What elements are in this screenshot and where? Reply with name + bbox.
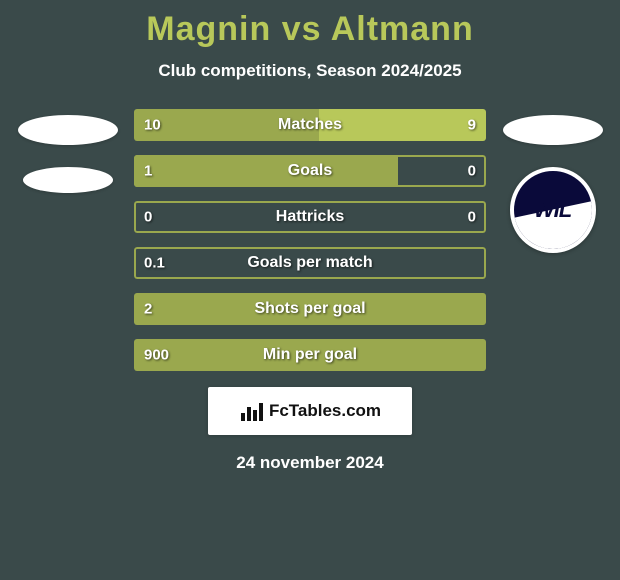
stat-value-left: 1	[144, 163, 152, 180]
stat-row: Shots per goal 2	[134, 293, 486, 325]
right-player-photo-placeholder	[503, 115, 603, 145]
stat-row: Goals per match 0.1	[134, 247, 486, 279]
stat-value-left: 2	[144, 301, 152, 318]
stat-value-right: 9	[468, 117, 476, 134]
date-label: 24 november 2024	[0, 453, 620, 473]
stat-bars: Matches109Goals10Hattricks00Goals per ma…	[134, 109, 486, 371]
stat-value-right: 0	[468, 163, 476, 180]
stat-value-left: 900	[144, 347, 169, 364]
right-club-badge-text: WIL	[534, 197, 571, 223]
stat-label: Min per goal	[263, 346, 357, 364]
stat-label: Hattricks	[276, 208, 344, 226]
stat-value-left: 0	[144, 209, 152, 226]
comparison-card: Magnin vs Altmann Club competitions, Sea…	[0, 0, 620, 580]
stat-label: Shots per goal	[254, 300, 365, 318]
stat-label: Goals	[288, 162, 332, 180]
stat-row: Hattricks 0 0	[134, 201, 486, 233]
left-player-col	[15, 109, 120, 215]
stat-label: Goals per match	[247, 254, 372, 272]
stat-value-left: 10	[144, 117, 161, 134]
source-badge-text: FcTables.com	[269, 401, 381, 421]
stat-row: Goals 1 0	[134, 155, 486, 187]
subtitle: Club competitions, Season 2024/2025	[0, 61, 620, 81]
source-badge: FcTables.com	[208, 387, 412, 435]
page-title: Magnin vs Altmann	[0, 10, 620, 49]
stat-value-left: 0.1	[144, 255, 165, 272]
left-club-badge-placeholder	[23, 167, 113, 193]
stat-row: Matches 10 9	[134, 109, 486, 141]
stat-label: Matches	[278, 116, 342, 134]
left-player-photo-placeholder	[18, 115, 118, 145]
chart-area: Matches109Goals10Hattricks00Goals per ma…	[0, 109, 620, 371]
right-player-col: WIL	[500, 109, 605, 253]
bar-chart-icon	[239, 399, 263, 423]
stat-value-right: 0	[468, 209, 476, 226]
stat-row: Min per goal 900	[134, 339, 486, 371]
right-club-badge: WIL	[510, 167, 596, 253]
